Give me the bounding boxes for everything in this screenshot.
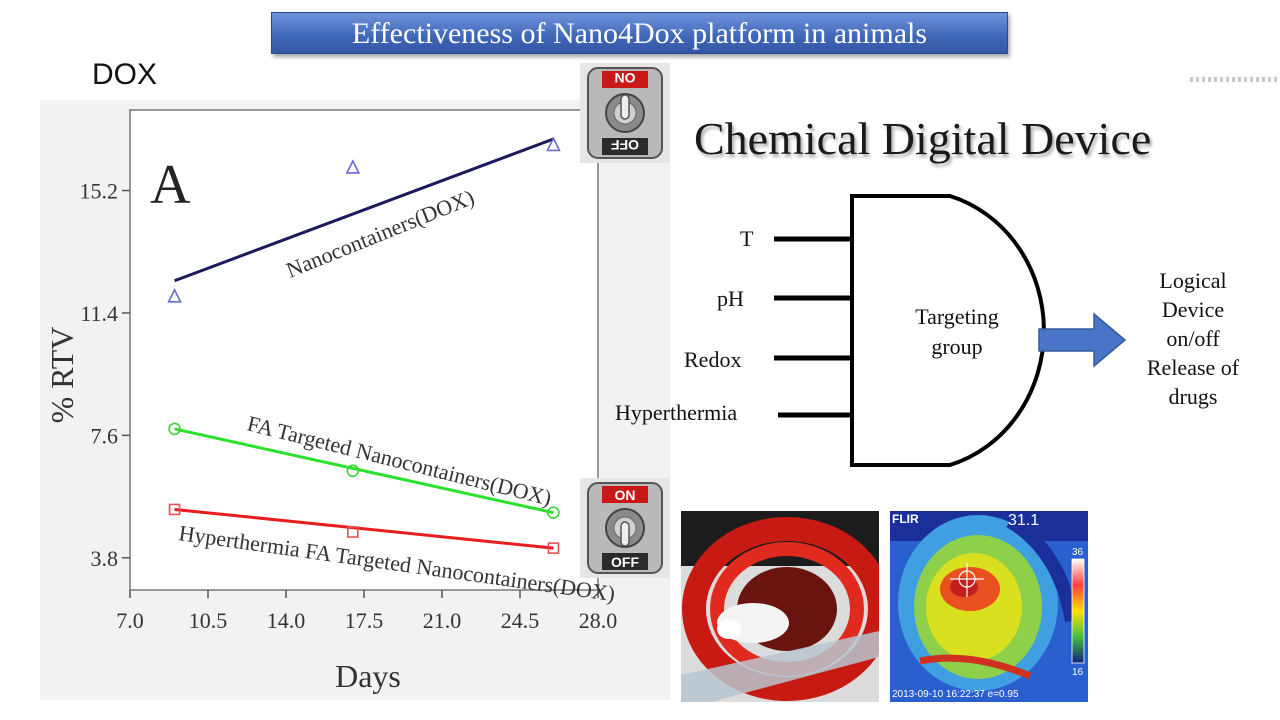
gate-label-backdrop bbox=[898, 300, 1036, 364]
y-tick-label: 7.6 bbox=[91, 423, 119, 448]
thermal-camera-image: FLIR 31.1 36 16 2013-09-10 16:22:37 e=0.… bbox=[890, 511, 1088, 702]
data-point-series-2 bbox=[547, 542, 560, 554]
output-line: Logical bbox=[1159, 268, 1227, 293]
data-point-series-2 bbox=[168, 503, 181, 516]
right-arrow-icon bbox=[1038, 312, 1127, 368]
fit-line-series-2 bbox=[174, 507, 554, 550]
switch-bottom-on-label: ON bbox=[615, 487, 636, 503]
panel-letter: A bbox=[150, 154, 191, 216]
input-label-ph: pH bbox=[717, 286, 744, 311]
slide-title-banner: Effectiveness of Nano4Dox platform in an… bbox=[271, 12, 1008, 54]
switch-top-off-label: OFF bbox=[611, 137, 639, 153]
x-tick-label: 17.5 bbox=[345, 608, 384, 633]
data-point-series-2 bbox=[347, 526, 359, 538]
gate-label-line: group bbox=[931, 334, 983, 359]
data-point-series-0 bbox=[345, 159, 361, 174]
thermal-brand-label: FLIR bbox=[892, 512, 919, 526]
output-line: Device bbox=[1161, 297, 1225, 322]
input-label-redox: Redox bbox=[684, 347, 742, 372]
thermal-timestamp: 2013-09-10 16:22:37 e=0.95 bbox=[892, 689, 1019, 700]
output-line: drugs bbox=[1168, 384, 1218, 409]
data-markers bbox=[167, 136, 561, 554]
y-axis-label: % RTV bbox=[44, 327, 80, 424]
data-point-series-1 bbox=[168, 422, 181, 436]
data-point-series-0 bbox=[167, 288, 182, 303]
switch-bottom-off-label: OFF bbox=[611, 554, 639, 570]
mouse-coil-photo bbox=[681, 511, 879, 702]
slide-title: Effectiveness of Nano4Dox platform in an… bbox=[351, 17, 928, 50]
plot-frame bbox=[129, 109, 599, 591]
and-gate-diagram bbox=[774, 194, 1046, 467]
x-tick-label: 10.5 bbox=[189, 608, 228, 633]
y-tick-label: 15.2 bbox=[80, 179, 119, 204]
input-label-hyperthermia: Hyperthermia bbox=[615, 400, 738, 425]
fit-line-series-1 bbox=[174, 427, 554, 515]
switch-top-on-label: ON bbox=[615, 70, 636, 86]
fit-lines bbox=[174, 137, 554, 550]
y-tick-label: 11.4 bbox=[80, 301, 118, 326]
x-tick-label: 7.0 bbox=[116, 608, 144, 633]
x-tick-label: 14.0 bbox=[267, 608, 306, 633]
data-point-series-1 bbox=[346, 464, 360, 478]
data-point-series-1 bbox=[547, 506, 560, 519]
x-tick-label: 24.5 bbox=[501, 608, 540, 633]
output-line: Release of bbox=[1146, 355, 1240, 380]
x-tick-label: 21.0 bbox=[423, 608, 462, 633]
input-label-t: T bbox=[740, 226, 754, 251]
device-output-text: Logical Device on/off Release of drugs bbox=[1128, 266, 1258, 411]
gate-label-line: Targeting bbox=[915, 304, 999, 329]
dox-label: DOX bbox=[92, 58, 158, 91]
thermal-scale-max: 36 bbox=[1072, 547, 1084, 558]
output-line: on/off bbox=[1166, 326, 1220, 351]
decorative-dash-line bbox=[1190, 77, 1280, 82]
thermal-temperature-readout: 31.1 bbox=[1008, 512, 1039, 529]
data-point-series-0 bbox=[546, 136, 561, 152]
rtv-chart: 7.0 10.5 14.0 17.5 21.0 24.5 28.0 3.8 7.6 11.4 15.… bbox=[40, 100, 670, 700]
gate-label: Targeting group bbox=[904, 302, 1010, 362]
x-axis-label: Days bbox=[335, 658, 401, 694]
thermal-scale-min: 16 bbox=[1072, 667, 1084, 678]
x-tick-label: 28.0 bbox=[579, 608, 618, 633]
toggle-switch-on-off-icon: ON OFF bbox=[580, 63, 670, 163]
device-title: Chemical Digital Device bbox=[694, 113, 1152, 164]
toggle-switch-on-off-icon: ON OFF bbox=[580, 478, 670, 578]
axis-ticks: 7.0 10.5 14.0 17.5 21.0 24.5 28.0 3.8 7.6 11.4 15.… bbox=[80, 179, 618, 633]
mouse-coil-illustration bbox=[681, 511, 879, 702]
fit-line-series-0 bbox=[174, 137, 554, 283]
thermal-illustration: FLIR 31.1 36 16 2013-09-10 16:22:37 e=0.… bbox=[890, 511, 1088, 702]
y-tick-label: 3.8 bbox=[91, 546, 119, 571]
